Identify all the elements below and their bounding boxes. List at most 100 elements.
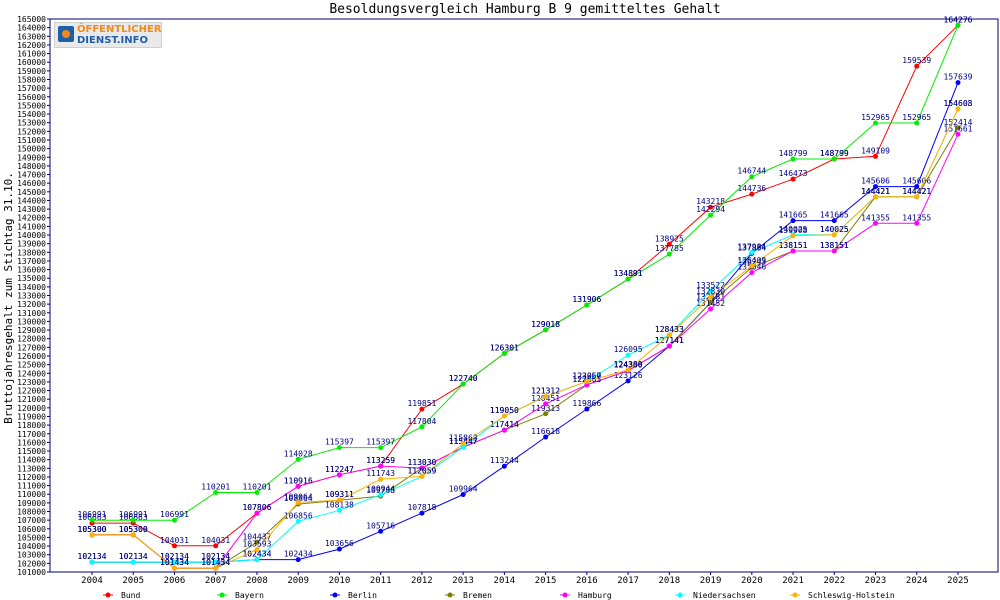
data-point <box>914 120 920 126</box>
data-point <box>708 204 714 210</box>
data-label: 113244 <box>490 456 519 465</box>
data-point <box>130 517 136 523</box>
series-line <box>92 108 959 563</box>
data-label: 106856 <box>284 511 313 520</box>
data-label: 112247 <box>325 465 354 474</box>
y-tick-label: 147000 <box>17 171 46 180</box>
data-point <box>831 232 837 238</box>
data-label: 144421 <box>861 187 890 196</box>
data-label: 123060 <box>572 371 601 380</box>
y-tick-label: 149000 <box>17 153 46 162</box>
data-point <box>89 559 95 565</box>
data-label: 115863 <box>449 434 478 443</box>
data-label: 144421 <box>902 187 931 196</box>
data-point <box>295 499 301 505</box>
y-tick-label: 130000 <box>17 317 46 326</box>
data-point <box>295 483 301 489</box>
data-label: 109964 <box>449 485 478 494</box>
data-label: 134891 <box>614 269 643 278</box>
x-tick-label: 2006 <box>164 576 186 586</box>
x-tick-label: 2022 <box>823 576 845 586</box>
x-tick-label: 2017 <box>617 576 639 586</box>
data-point <box>708 212 714 218</box>
data-label: 138151 <box>820 241 849 250</box>
data-point <box>790 248 796 254</box>
data-point <box>749 263 755 269</box>
y-tick-label: 119000 <box>17 412 46 421</box>
series-hamburg: 105300 105300 101434 101434 107806 110916 1122… <box>78 124 973 571</box>
y-axis-label: Bruttojahresgehalt zum Stichtag 31.10. <box>2 172 15 424</box>
x-tick-label: 2010 <box>329 576 351 586</box>
y-tick-label: 144000 <box>17 196 46 205</box>
data-label: 127141 <box>655 336 684 345</box>
legend-marker <box>447 592 453 598</box>
data-point <box>914 184 920 190</box>
data-point <box>625 352 631 358</box>
y-tick-label: 118000 <box>17 421 46 430</box>
y-tick-label: 109000 <box>17 499 46 508</box>
data-point <box>336 445 342 451</box>
data-point <box>584 378 590 384</box>
data-point <box>171 517 177 523</box>
data-point <box>213 543 219 549</box>
data-label: 140025 <box>779 225 808 234</box>
data-label: 119313 <box>531 404 560 413</box>
y-tick-label: 164000 <box>17 24 46 33</box>
data-label: 144421 <box>861 187 890 196</box>
data-label: 141355 <box>902 213 931 222</box>
y-tick-label: 154000 <box>17 110 46 119</box>
legend-marker <box>792 592 798 598</box>
data-label: 119050 <box>490 406 519 415</box>
y-tick-label: 159000 <box>17 67 46 76</box>
x-tick-label: 2024 <box>906 576 928 586</box>
x-tick-label: 2009 <box>287 576 309 586</box>
data-point <box>336 507 342 513</box>
data-label: 110916 <box>284 476 313 485</box>
data-label: 102434 <box>242 550 271 559</box>
data-label: 124300 <box>614 361 643 370</box>
y-tick-label: 126000 <box>17 352 46 361</box>
series-line <box>92 134 959 569</box>
data-label: 106991 <box>119 510 148 519</box>
plot-frame <box>49 18 999 573</box>
data-label: 109064 <box>284 492 313 501</box>
data-point <box>666 332 672 338</box>
data-label: 108138 <box>325 500 354 509</box>
data-point <box>378 463 384 469</box>
legend-item: Niedersachsen <box>675 591 756 600</box>
data-point <box>254 510 260 516</box>
data-label: 121312 <box>531 386 560 395</box>
y-tick-label: 104000 <box>17 542 46 551</box>
data-label: 113259 <box>366 456 395 465</box>
y-tick-label: 106000 <box>17 525 46 534</box>
data-point <box>955 125 961 131</box>
data-label: 104031 <box>201 536 230 545</box>
data-point <box>254 547 260 553</box>
data-label: 126301 <box>490 343 519 352</box>
y-tick-label: 155000 <box>17 101 46 110</box>
data-point <box>955 131 961 137</box>
x-tick-label: 2013 <box>452 576 474 586</box>
data-point <box>419 510 425 516</box>
y-tick-label: 158000 <box>17 75 46 84</box>
data-label: 113259 <box>366 456 395 465</box>
y-tick-label: 134000 <box>17 283 46 292</box>
data-point <box>171 565 177 571</box>
data-label: 136243 <box>737 257 766 266</box>
data-point <box>831 248 837 254</box>
data-label: 138151 <box>779 241 808 250</box>
y-tick-label: 156000 <box>17 93 46 102</box>
axes: 1010001020001030001040001050001060001070… <box>17 15 999 586</box>
y-tick-label: 161000 <box>17 50 46 59</box>
y-tick-label: 111000 <box>17 482 46 491</box>
y-tick-label: 152000 <box>17 127 46 136</box>
data-point <box>171 543 177 549</box>
data-point <box>460 444 466 450</box>
data-point <box>460 492 466 498</box>
data-point <box>708 300 714 306</box>
y-tick-label: 141000 <box>17 222 46 231</box>
data-point <box>295 557 301 563</box>
data-label: 102434 <box>284 550 313 559</box>
data-label: 145606 <box>861 177 890 186</box>
data-label: 101434 <box>201 558 230 567</box>
